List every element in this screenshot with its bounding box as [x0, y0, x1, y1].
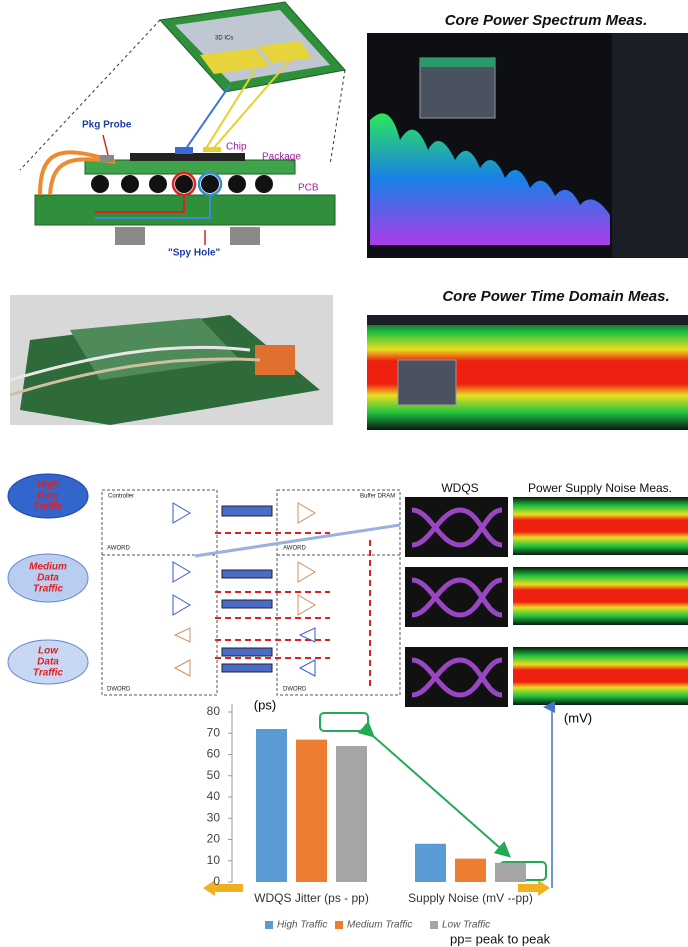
- bar: [495, 863, 526, 882]
- traffic-label: Data: [37, 573, 59, 584]
- y-tick-label: 20: [207, 832, 221, 846]
- traffic-label: Medium: [29, 562, 67, 573]
- traffic-label: Low: [38, 646, 59, 657]
- legend-swatch: [265, 921, 273, 929]
- y-tick-label: 80: [207, 704, 221, 718]
- traffic-label: Data: [37, 657, 59, 668]
- panel-title: Power Supply Noise Meas.: [528, 481, 672, 495]
- legend-label: Medium Traffic: [347, 920, 412, 931]
- circuit-diagram: [102, 490, 400, 695]
- package-diagram: 3D ICs Pkg Probe Chip Package PCB "Spy H…: [20, 2, 345, 259]
- panel-title: Core Power Spectrum Meas.: [445, 12, 648, 29]
- spy-hole-label: "Spy Hole": [168, 248, 221, 259]
- note: pp= peak to peak: [450, 931, 551, 946]
- bar: [336, 746, 367, 882]
- bar: [296, 740, 327, 882]
- legend-swatch: [335, 921, 343, 929]
- y2-unit: (mV): [564, 710, 592, 725]
- legend-swatch: [430, 921, 438, 929]
- x-tick-label: WDQS Jitter (ps - pp): [254, 891, 369, 905]
- time-domain-screenshot: [367, 315, 688, 430]
- y-unit: (ps): [254, 697, 276, 712]
- aword-label: AWORD: [283, 546, 306, 552]
- probe-label: Pkg Probe: [82, 120, 132, 131]
- traffic-label: Data: [37, 491, 59, 502]
- buffer-label: Buffer DRAM: [360, 494, 395, 500]
- bar: [455, 859, 486, 882]
- setup-photo: [10, 295, 333, 425]
- y-tick-label: 40: [207, 789, 221, 803]
- package-label: Package: [262, 152, 301, 163]
- dword-label: DWORD: [283, 687, 307, 693]
- panel-title: WDQS: [441, 481, 478, 495]
- panel-title: Core Power Time Domain Meas.: [442, 288, 669, 305]
- y-tick-label: 0: [213, 874, 220, 888]
- pcb-label: PCB: [298, 183, 319, 194]
- y-tick-label: 30: [207, 810, 221, 824]
- figure: 3D ICs Pkg Probe Chip Package PCB "Spy H…: [0, 0, 688, 947]
- bar: [256, 729, 287, 882]
- controller-label: Controller: [108, 494, 134, 500]
- traffic-label: Traffic: [33, 668, 64, 679]
- bar: [415, 844, 446, 882]
- chip-label: Chip: [226, 142, 247, 153]
- y-tick-label: 50: [207, 768, 221, 782]
- traffic-label: Traffic: [33, 502, 64, 513]
- traffic-label: High: [37, 480, 59, 491]
- eye-diagrams: [405, 497, 688, 707]
- y-tick-label: 70: [207, 725, 221, 739]
- traffic-label: Traffic: [33, 584, 64, 595]
- dword-label: DWORD: [107, 687, 131, 693]
- chip-label: 3D ICs: [215, 36, 233, 42]
- y-tick-label: 60: [207, 747, 221, 761]
- spectrum-screenshot: [367, 33, 688, 258]
- y-tick-label: 10: [207, 853, 221, 867]
- legend-label: Low Traffic: [442, 920, 490, 931]
- legend-label: High Traffic: [277, 920, 327, 931]
- x-tick-label: Supply Noise (mV --pp): [408, 891, 533, 905]
- aword-label: AWORD: [107, 546, 130, 552]
